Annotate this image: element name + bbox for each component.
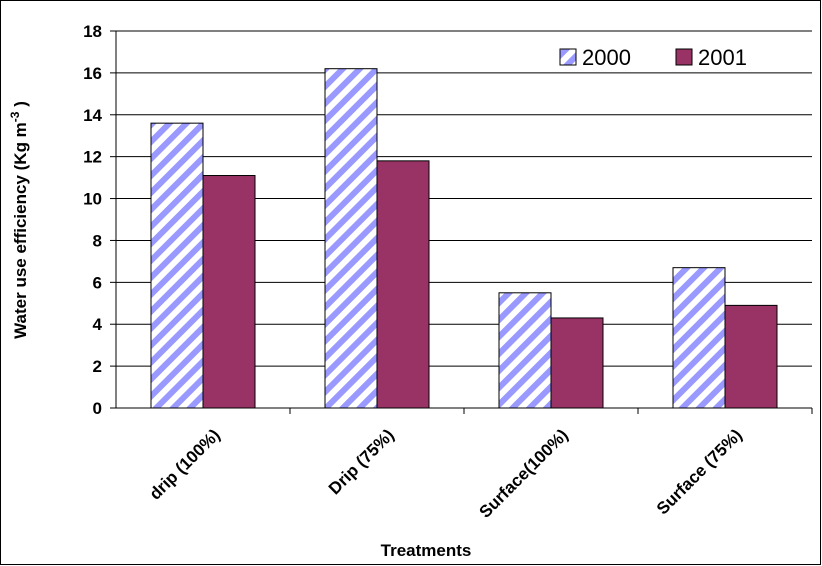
y-tick-label: 6 (93, 273, 102, 292)
bars (150, 68, 778, 409)
y-tick-label: 16 (83, 64, 102, 83)
bar-2000-1 (324, 68, 378, 409)
x-tick-label: Surface(100%) (476, 425, 572, 521)
y-tick-label: 18 (83, 22, 102, 41)
legend-label-2000: 2000 (582, 45, 631, 70)
y-tick-label: 14 (83, 106, 102, 125)
legend-label-2001: 2001 (698, 45, 747, 70)
bar-2001-0 (202, 175, 256, 409)
x-tick-label: Surface (75%) (653, 425, 746, 518)
legend-swatch-2000 (559, 48, 577, 66)
legend-swatch-2001 (675, 48, 693, 66)
bar-2001-1 (376, 160, 430, 409)
legend: 2000 2001 (559, 45, 747, 70)
y-axis-title: Water use efficiency (Kg m-3 ) (8, 101, 30, 339)
y-tick-label: 2 (93, 357, 102, 376)
bar-2001-2 (550, 317, 604, 409)
bar-2000-0 (150, 122, 204, 409)
x-axis-title: Treatments (381, 541, 472, 560)
y-tick-label: 8 (93, 231, 102, 250)
y-tick-label: 0 (93, 399, 102, 418)
bar-2001-3 (724, 304, 778, 409)
axes (110, 30, 813, 414)
bar-2000-2 (498, 292, 552, 409)
x-tick-label: Drip (75%) (325, 425, 398, 498)
x-tick-label: drip (100%) (146, 425, 224, 503)
y-tick-label: 12 (83, 148, 102, 167)
y-tick-label: 4 (93, 315, 103, 334)
bar-2000-3 (672, 267, 726, 409)
y-tick-label: 10 (83, 190, 102, 209)
